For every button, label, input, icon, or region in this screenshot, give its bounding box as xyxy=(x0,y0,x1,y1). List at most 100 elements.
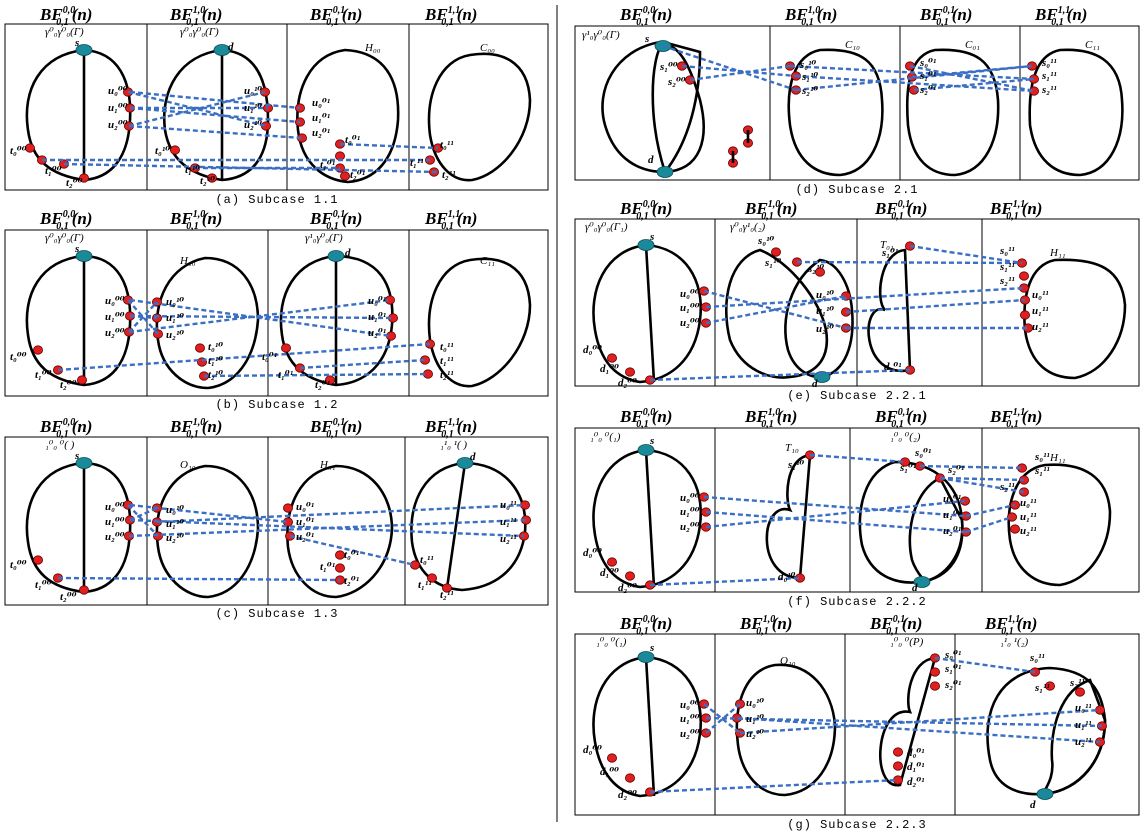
header-sub: 0,1 xyxy=(636,626,649,637)
cycle-outline xyxy=(787,48,884,177)
cell-symbol: H₀₀ xyxy=(365,42,381,54)
vertex xyxy=(815,267,826,277)
vertex xyxy=(79,173,90,183)
dashed-edge xyxy=(129,90,301,110)
vertex-label: s₁¹¹ xyxy=(1000,261,1015,273)
column-header: BF1,00,1 (n) xyxy=(785,6,837,28)
vertex xyxy=(79,585,90,595)
column-header: BF1,00,1 (n) xyxy=(170,418,222,440)
vertex xyxy=(930,667,941,677)
vertex-label: t₂¹¹ xyxy=(440,589,454,601)
header-sup: 1,1 xyxy=(1012,407,1026,418)
dashed-edge xyxy=(939,476,1025,494)
vertex-label: t₀¹¹ xyxy=(420,554,434,566)
header-base: BF xyxy=(425,209,448,228)
header-sub: 0,1 xyxy=(891,419,904,430)
vertex-label: u₀⁰¹ xyxy=(312,97,331,109)
vertex-label: u₂⁰⁰ xyxy=(105,327,125,339)
header-arg: (n) xyxy=(906,199,928,218)
solid-edge xyxy=(644,244,656,383)
dashed-edge xyxy=(789,64,1035,81)
panel-frame-b xyxy=(4,229,549,397)
header-base: BF xyxy=(740,614,763,633)
vertex-label: u₁¹¹ xyxy=(500,516,517,528)
cell-symbol: γ⁰₀γ⁰₀(Γ) xyxy=(45,232,84,244)
vertex-label: s₀¹⁰ xyxy=(758,235,775,247)
column-header: BF0,00,1 (n) xyxy=(40,417,93,440)
vertex-label: s xyxy=(650,435,655,447)
vertex-label: t₀⁰¹ xyxy=(344,549,360,561)
header-arg: (n) xyxy=(341,209,363,228)
vertex xyxy=(426,573,437,583)
dashed-edge xyxy=(705,499,966,529)
solid-edge xyxy=(644,656,656,797)
vertex-label: d₀¹⁰ xyxy=(778,571,796,583)
header-arg: (n) xyxy=(1021,407,1043,426)
solid-edge xyxy=(644,449,656,588)
vertex-label: s₀⁰¹ xyxy=(920,57,937,69)
vertex-label: u₁¹⁰ xyxy=(166,518,185,530)
header-base: BF xyxy=(870,614,893,633)
vertex xyxy=(625,367,636,377)
vertex-label: s₂¹¹ xyxy=(1000,481,1015,493)
header-sub: 0,1 xyxy=(936,17,949,28)
vertex-label: s₀¹¹ xyxy=(1030,652,1045,664)
vertex-label: u₂⁰¹ xyxy=(943,525,962,537)
vertex-label: t₂¹¹ xyxy=(442,169,456,181)
dashed-edge xyxy=(705,286,1025,309)
terminal-vertex xyxy=(637,239,655,251)
vertex-label: u₁⁰⁰ xyxy=(108,102,128,114)
terminal-vertex xyxy=(637,444,655,456)
vertex-label: u₀¹¹ xyxy=(1075,702,1092,714)
header-arg: (n) xyxy=(456,417,478,436)
cycle-outline xyxy=(1042,678,1107,796)
vertex-label: u₀¹¹ xyxy=(1032,289,1049,301)
header-arg: (n) xyxy=(651,614,673,633)
header-sub: 0,1 xyxy=(756,626,769,637)
header-arg: (n) xyxy=(1021,199,1043,218)
vertex-label: t₀⁰¹ xyxy=(262,351,278,363)
dashed-edge xyxy=(939,476,1025,482)
header-sub: 0,1 xyxy=(886,626,899,637)
vertex-label: t₀¹¹ xyxy=(440,139,454,151)
header-base: BF xyxy=(310,209,333,228)
dashed-edge xyxy=(129,506,158,522)
vertex-label: u₂⁰¹ xyxy=(368,327,387,339)
cycle-outline xyxy=(427,257,532,388)
vertex-label: s₂¹¹ xyxy=(1042,84,1057,96)
vertex-label: u₀¹⁰ xyxy=(746,697,765,709)
vertex-label: u₁¹⁰ xyxy=(244,102,263,114)
panel-caption: (e) Subcase 2.2.1 xyxy=(787,389,927,403)
header-sub: 0,1 xyxy=(1006,211,1019,222)
header-base: BF xyxy=(620,614,643,633)
cycle-outline xyxy=(724,248,829,379)
cell-symbol: H₁₁ xyxy=(1050,452,1066,464)
vertex-label: s xyxy=(75,37,80,49)
dashed-edge xyxy=(911,64,1033,79)
header-sup: 1,1 xyxy=(1057,5,1071,16)
header-sup: 1,1 xyxy=(447,209,461,220)
vertex-label: d xyxy=(470,451,476,463)
vertex-label: u₂¹⁰ xyxy=(166,329,185,341)
vertex-label: u₀¹¹ xyxy=(1020,497,1037,509)
vertex xyxy=(77,375,88,385)
cycle-outline xyxy=(296,48,400,184)
vertex-label: d₁⁰⁰ xyxy=(600,363,619,375)
dashed-edge xyxy=(57,342,431,372)
column-header: BF1,10,1 (n) xyxy=(425,6,477,28)
vertex-label: u₂¹⁰ xyxy=(746,728,765,740)
vertex-label: u₂⁰⁰ xyxy=(680,521,700,533)
cell-symbol: T₀₁ xyxy=(880,239,894,251)
vertex-label: s₂¹⁰ xyxy=(808,263,825,275)
header-sub: 0,1 xyxy=(326,221,339,232)
header-sub: 0,1 xyxy=(56,221,69,232)
header-sup: 0,1 xyxy=(332,209,346,220)
cycle-outline xyxy=(592,655,703,798)
vertex-label: u₁¹⁰ xyxy=(166,312,185,324)
header-base: BF xyxy=(875,407,898,426)
header-sup: 0,0 xyxy=(642,407,656,418)
vertex xyxy=(771,247,782,257)
vertex-label: s₀¹¹ xyxy=(1035,451,1050,463)
header-arg: (n) xyxy=(71,417,93,436)
header-arg: (n) xyxy=(1066,5,1088,24)
